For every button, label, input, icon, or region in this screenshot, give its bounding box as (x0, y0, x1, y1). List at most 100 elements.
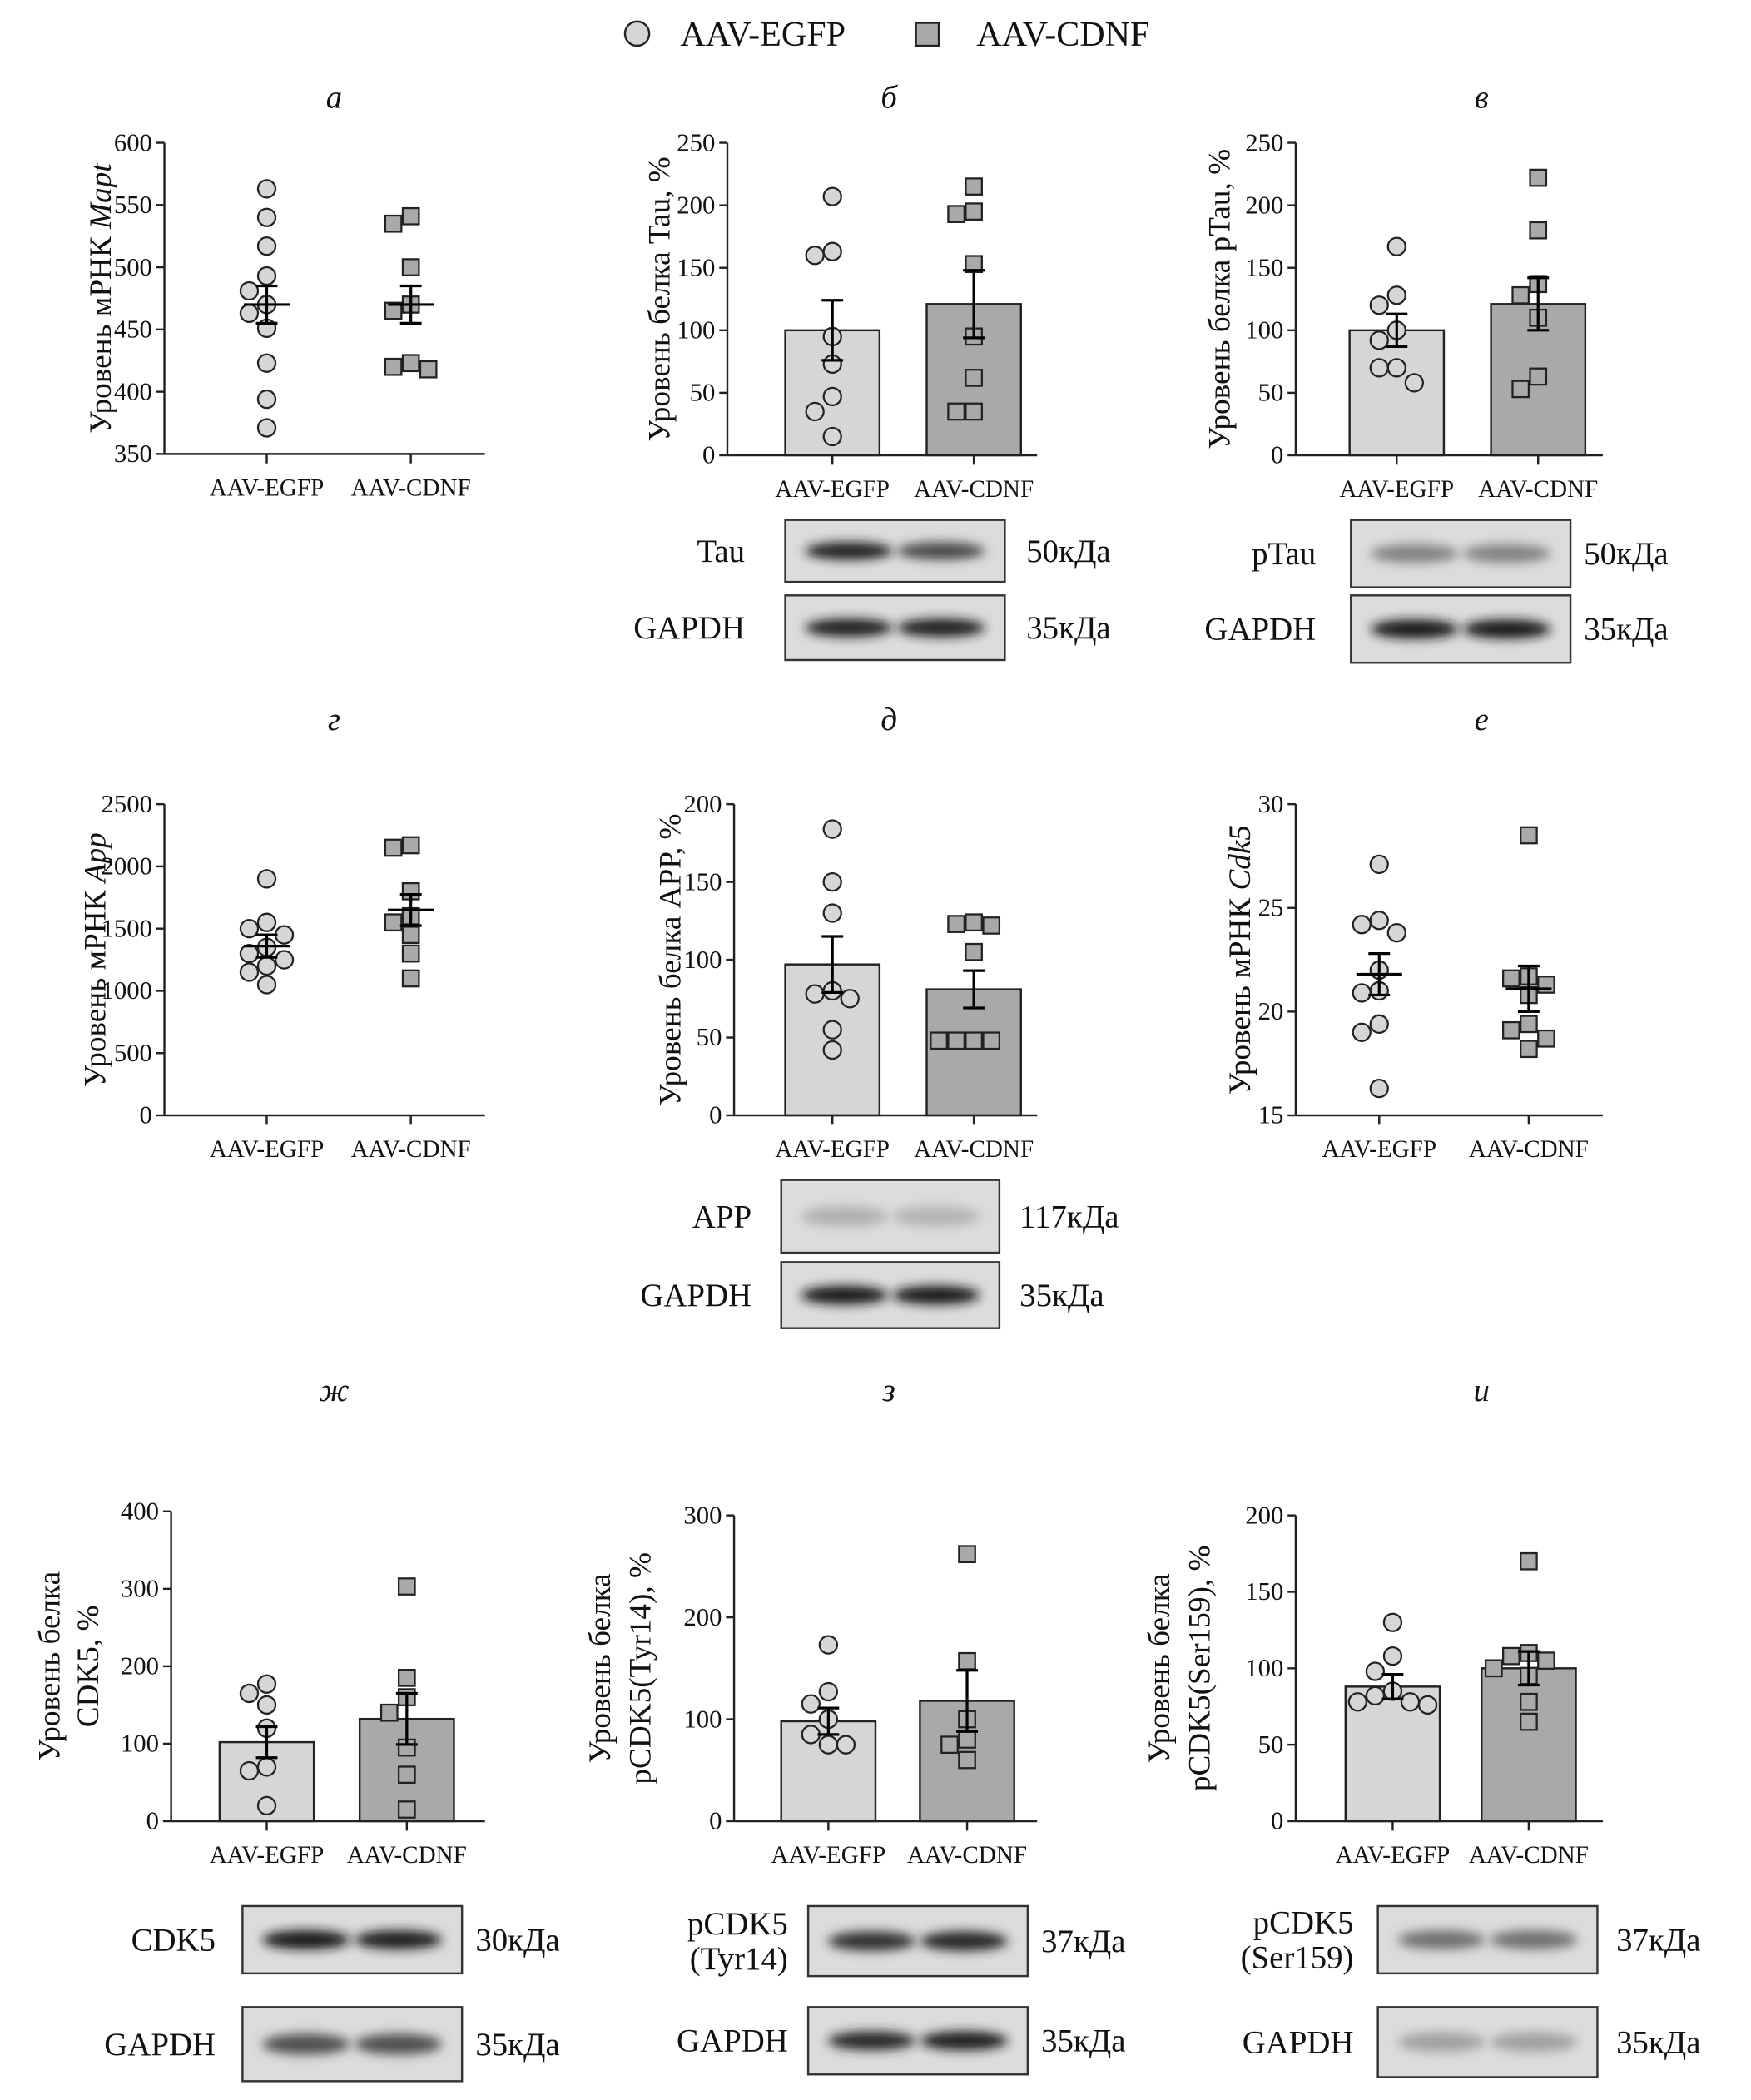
y-tick-label: 0 (702, 441, 715, 469)
blot-band (262, 1930, 350, 1949)
x-tick-label: AAV-CDNF (1469, 1136, 1589, 1163)
data-point-cdnf (1529, 367, 1548, 386)
data-point-cdnf (1511, 285, 1530, 305)
blot-size-label: 35кДа (1026, 610, 1110, 646)
data-point-egfp (256, 1757, 277, 1777)
data-point-egfp (818, 1635, 839, 1655)
data-point-egfp (256, 1795, 277, 1816)
y-axis-label-text: Уровень мРНК (1223, 891, 1257, 1095)
x-tick-label: AAV-CDNF (1469, 1842, 1589, 1869)
data-point-cdnf (384, 301, 403, 320)
y-tick-label: 50 (1258, 1730, 1284, 1759)
y-axis-label: pCDK5(Tyr14), % (624, 1552, 658, 1785)
data-point-egfp (818, 1735, 839, 1755)
data-point-egfp (1369, 295, 1389, 315)
blot-size-label: 35кДа (1616, 2024, 1700, 2060)
y-tick-label: 400 (114, 377, 152, 405)
data-point-egfp (822, 186, 842, 206)
y-tick-label: 350 (114, 439, 152, 468)
western-blot-1: GAPDH 35кДа (1204, 594, 1669, 664)
y-tick-label: 250 (677, 128, 715, 156)
blot-size-label: 30кДа (475, 1922, 559, 1958)
x-tick-label: AAV-EGFP (210, 475, 325, 502)
data-point-egfp (256, 179, 277, 199)
y-tick-label: 200 (683, 1603, 722, 1631)
x-tick-label: AAV-EGFP (1322, 1136, 1436, 1163)
data-point-cdnf (965, 913, 983, 932)
y-axis-label: Уровень мРНК Mapt (84, 162, 118, 434)
y-tick-label: 500 (114, 253, 152, 281)
blot-band (920, 1931, 1009, 1951)
data-point-egfp (1369, 330, 1389, 350)
panel-letter: в (1475, 79, 1489, 115)
y-axis-label-text: Уровень белка (583, 1573, 618, 1763)
data-point-cdnf (401, 969, 420, 988)
panel-letter: е (1475, 702, 1489, 737)
y-tick-label: 200 (1245, 1501, 1283, 1529)
data-point-egfp (1404, 373, 1424, 393)
x-tick-label: AAV-CDNF (351, 1136, 471, 1163)
y-tick-label: 2500 (101, 790, 151, 818)
panel-1: б Уровень белка Tau, % 0 50 100 150 200 250 AAV-… (633, 79, 1111, 662)
y-tick-label: 150 (677, 253, 715, 281)
blot-band (1371, 544, 1459, 563)
data-point-egfp (256, 912, 277, 932)
blot-protein-label: GAPDH (633, 610, 745, 646)
y-tick-label: 20 (1258, 997, 1284, 1025)
data-point-cdnf (1520, 1040, 1538, 1059)
y-axis-label: Уровень белка (32, 1571, 67, 1760)
data-point-cdnf (940, 1735, 959, 1755)
blot-band (827, 2031, 916, 2051)
y-tick-label: 0 (709, 1807, 722, 1835)
panel-7: з Уровень белка pCDK5(Tyr14), % 0 100 200 300 A… (583, 1373, 1125, 2076)
data-point-egfp (801, 1725, 821, 1745)
data-point-egfp (1365, 1661, 1386, 1681)
data-point-egfp (1369, 854, 1389, 875)
legend-cdnf: AAV-CDNF (976, 16, 1149, 54)
blot-protein-label: (Ser159) (1241, 1939, 1354, 1975)
blot-protein-label: Tau (697, 534, 745, 569)
y-axis-label: Уровень белка pTau, % (1203, 149, 1238, 449)
data-point-cdnf (982, 916, 1001, 935)
y-tick-label: 300 (683, 1501, 722, 1529)
data-point-egfp (256, 389, 277, 410)
data-point-cdnf (1502, 1646, 1520, 1666)
blot-protein-label: pCDK5 (687, 1906, 788, 1942)
y-axis-label: Уровень белка APP, % (653, 814, 687, 1106)
data-point-egfp (1369, 911, 1389, 931)
legend-circle-icon (623, 20, 651, 47)
blot-size-label: 37кДа (1041, 1924, 1125, 1959)
y-axis-label: Уровень мРНК App (78, 832, 112, 1087)
blot-band (1462, 544, 1551, 563)
data-point-cdnf (384, 838, 403, 857)
data-point-cdnf (401, 926, 420, 945)
y-axis-label-text: CDK5, % (72, 1605, 106, 1727)
data-point-cdnf (1502, 969, 1520, 988)
data-point-egfp (256, 266, 277, 286)
y-axis-label-text: Уровень белка APP, % (653, 814, 687, 1106)
data-point-cdnf (982, 1031, 1001, 1050)
blot-size-label: 35кДа (1584, 612, 1668, 648)
data-point-egfp (1386, 923, 1406, 943)
data-point-cdnf (965, 177, 983, 196)
blot-band (897, 542, 985, 560)
western-blot-1: GAPDH 35кДа (633, 594, 1111, 662)
y-tick-label: 450 (114, 315, 152, 344)
blot-protein-label: (Tyr14) (690, 1941, 788, 1977)
x-tick-label: AAV-CDNF (914, 1136, 1034, 1163)
data-point-egfp (239, 1760, 260, 1781)
data-point-cdnf (384, 913, 403, 932)
data-point-egfp (822, 241, 842, 261)
data-point-egfp (805, 984, 825, 1004)
data-point-egfp (805, 401, 825, 422)
western-blot-1: GAPDH 35кДа (640, 1261, 1104, 1329)
x-tick-label: AAV-EGFP (775, 476, 890, 503)
data-point-egfp (1417, 1695, 1438, 1715)
data-point-egfp (822, 426, 842, 447)
data-point-cdnf (947, 205, 965, 223)
data-point-egfp (256, 1695, 277, 1715)
y-tick-label: 100 (121, 1730, 159, 1758)
y-tick-label: 100 (683, 946, 722, 974)
data-point-cdnf (958, 1730, 976, 1749)
